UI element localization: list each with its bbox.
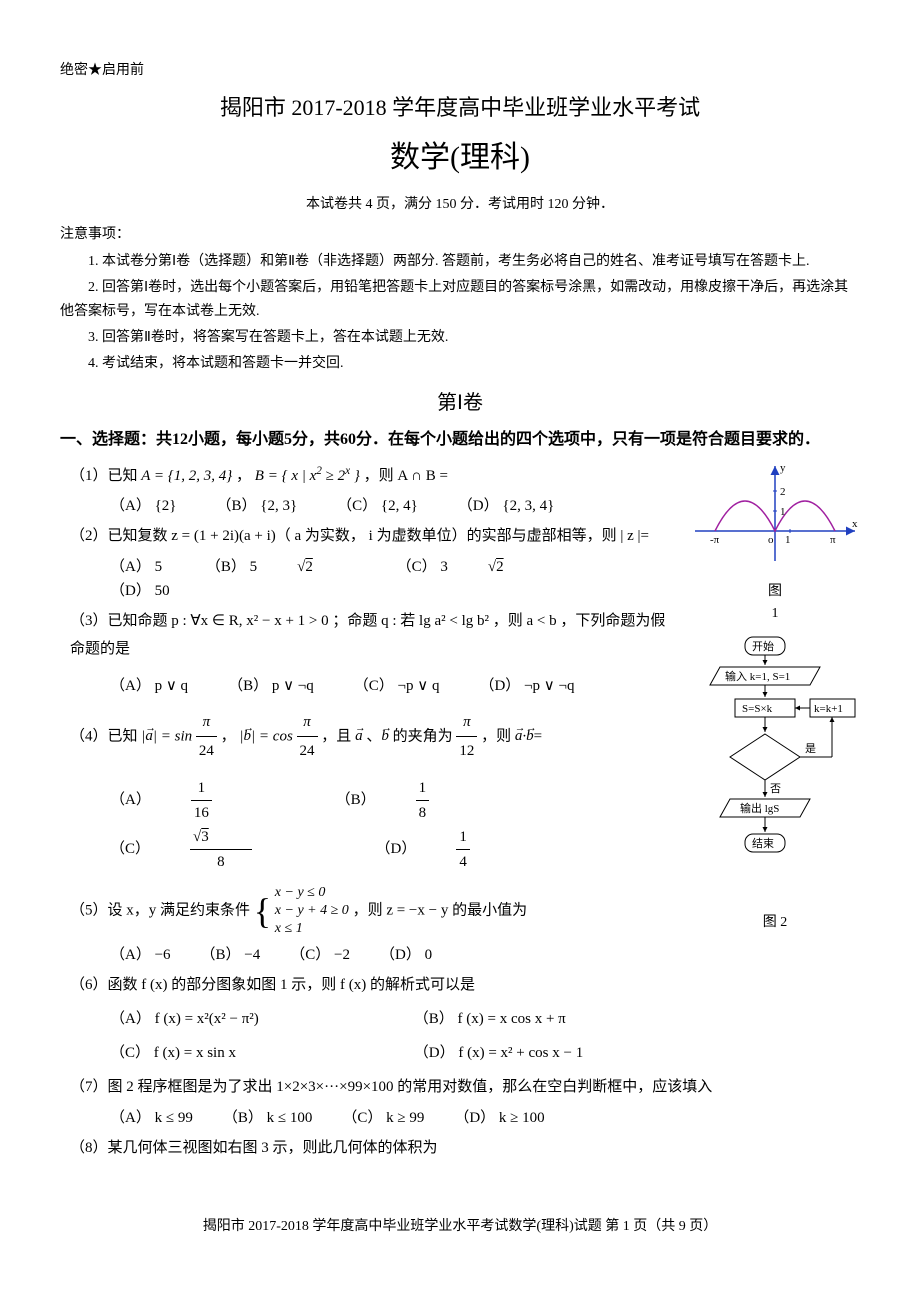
svg-text:结束: 结束 <box>752 837 774 850</box>
svg-text:k=k+1: k=k+1 <box>814 703 843 715</box>
svg-text:1: 1 <box>785 534 791 546</box>
notice-item: 1. 本试卷分第Ⅰ卷（选择题）和第Ⅱ卷（非选择题）两部分. 答题前，考生务必将自… <box>60 250 860 274</box>
svg-text:-π: -π <box>710 534 720 546</box>
q6-options: （A） f (x) = x²(x² − π²) （B） f (x) = x co… <box>110 1007 860 1031</box>
figures-sidebar: x y -π o 1 π 1 2 图 1 开始 输入 k=1, S=1 S=S×… <box>690 461 860 940</box>
svg-text:1: 1 <box>780 506 786 518</box>
notice-heading: 注意事项： <box>60 224 860 246</box>
figure-1-graph: x y -π o 1 π 1 2 <box>690 461 860 571</box>
svg-text:输入 k=1, S=1: 输入 k=1, S=1 <box>725 669 790 683</box>
q1-stem: （1）已知 <box>70 468 141 484</box>
notice-item: 2. 回答第Ⅰ卷时，选出每个小题答案后，用铅笔把答题卡上对应题目的答案标号涂黑，… <box>60 276 860 324</box>
confidential-label: 绝密★启用前 <box>60 60 860 82</box>
subject-title: 数学(理科) <box>60 134 860 182</box>
notice-item: 3. 回答第Ⅱ卷时，将答案写在答题卡上，答在本试题上无效. <box>60 326 860 350</box>
svg-text:开始: 开始 <box>752 639 774 653</box>
figure-2-flowchart: 开始 输入 k=1, S=1 S=S×k k=k+1 是 否 输出 lgS 结束 <box>690 632 860 902</box>
section-1-title: 第Ⅰ卷 <box>60 387 860 419</box>
svg-text:π: π <box>830 534 836 546</box>
svg-text:x: x <box>852 518 858 530</box>
svg-text:2: 2 <box>780 486 786 498</box>
svg-text:o: o <box>768 534 774 546</box>
svg-text:否: 否 <box>770 783 781 795</box>
page-footer: 揭阳市 2017-2018 学年度高中毕业班学业水平考试数学(理科)试题 第 1… <box>60 1216 860 1238</box>
figure-1-caption: 图 1 <box>690 581 860 626</box>
svg-text:y: y <box>780 462 786 474</box>
svg-text:是: 是 <box>805 742 816 755</box>
svg-text:输出 lgS: 输出 lgS <box>740 801 779 815</box>
q7-options: （A） k ≤ 99（B） k ≤ 100（C） k ≥ 99（D） k ≥ 1… <box>110 1106 860 1130</box>
question-6: （6）函数 f (x) 的部分图象如图 1 示，则 f (x) 的解析式可以是 <box>70 971 860 1000</box>
notice-item: 4. 考试结束，将本试题和答题卡一并交回. <box>60 352 860 376</box>
svg-text:S=S×k: S=S×k <box>742 703 773 715</box>
q6-options-2: （C） f (x) = x sin x （D） f (x) = x² + cos… <box>110 1041 860 1065</box>
q5-options: （A） −6（B） −4（C） −2（D） 0 <box>110 943 860 967</box>
figure-2-caption: 图 2 <box>690 912 860 934</box>
question-8: （8）某几何体三视图如右图 3 示，则此几何体的体积为 <box>70 1134 860 1163</box>
question-7: （7）图 2 程序框图是为了求出 1×2×3×···×99×100 的常用对数值… <box>70 1073 860 1102</box>
part-1-heading: 一、选择题：共12小题，每小题5分，共60分．在每个小题给出的四个选项中，只有一… <box>60 427 860 453</box>
exam-title: 揭阳市 2017-2018 学年度高中毕业班学业水平考试 <box>60 90 860 125</box>
exam-info: 本试卷共 4 页，满分 150 分．考试用时 120 分钟． <box>60 194 860 216</box>
